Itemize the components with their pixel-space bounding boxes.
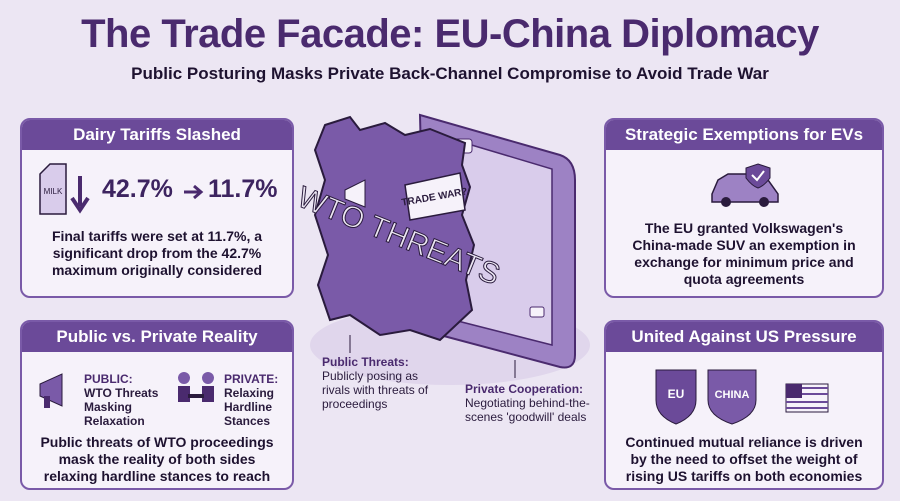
milk-icon: MILK: [39, 163, 90, 215]
head: [178, 372, 190, 384]
shield: [707, 369, 757, 425]
panel: Dairy Tariffs Slashed MILK 42.7% 11.7% F…: [20, 118, 294, 298]
panel-body: Continued mutual reliance is driven by t…: [625, 434, 863, 484]
from-value: 42.7%: [102, 175, 173, 203]
table: [188, 394, 204, 398]
handle: [44, 396, 50, 408]
wheel: [721, 197, 731, 207]
panel-body: The EU granted Volkswagen's China-made S…: [632, 220, 856, 287]
shield: [655, 369, 697, 425]
megaphone: [344, 179, 366, 208]
shields-icon: EU CHINA: [655, 369, 829, 425]
car-icon: [711, 163, 779, 207]
arrow-shape: [184, 184, 204, 200]
arrow: [184, 184, 204, 200]
wheel: [759, 197, 769, 207]
milk-label: MILK: [44, 187, 63, 196]
flag-canton: [786, 384, 802, 398]
subtitle: Public Posturing Masks Private Back-Chan…: [131, 64, 769, 83]
head: [202, 372, 214, 384]
panel-title: Dairy Tariffs Slashed: [22, 120, 292, 150]
carton: [39, 163, 67, 215]
panel: Public vs. Private Reality PUBLIC: WTO T…: [20, 320, 294, 490]
private-label: PRIVATE:: [224, 372, 279, 386]
panel-body: Public threats of WTO proceedings mask t…: [40, 434, 274, 488]
wall: [313, 115, 476, 342]
megaphone-icon: [39, 373, 63, 408]
shield-label: CHINA: [715, 389, 750, 401]
down-arrow: [70, 176, 90, 214]
panel-title: United Against US Pressure: [606, 322, 882, 352]
body: [202, 386, 214, 402]
panel-title: Public vs. Private Reality: [22, 322, 292, 352]
public-text: WTO Threats Masking Relaxation: [84, 386, 159, 428]
flag-stripes: [786, 387, 828, 409]
body: [178, 386, 190, 402]
public-caption: Public Threats: Publicly posing as rival…: [322, 355, 447, 411]
title: The Trade Facade: EU-China Diplomacy: [81, 12, 819, 56]
people-icon: [178, 372, 214, 402]
public-block: PUBLIC: WTO Threats Masking Relaxation: [84, 372, 169, 428]
caption-text: Negotiating behind-the-scenes 'goodwill'…: [465, 396, 590, 424]
screen-icon: [529, 306, 545, 318]
caption-label: Public Threats:: [322, 355, 409, 369]
panel: Strategic Exemptions for EVs The EU gran…: [604, 118, 884, 298]
speech-bubble: [404, 172, 466, 221]
panel: United Against US Pressure EU CHINA Cont…: [604, 320, 884, 490]
caption-label: Private Cooperation:: [465, 382, 584, 396]
private-caption: Private Cooperation: Negotiating behind-…: [465, 382, 590, 424]
megaphone: [39, 373, 63, 407]
shield: [745, 163, 771, 189]
center-illustration: WTO THREATS TRADE WAR?: [292, 113, 590, 385]
check: [751, 170, 765, 182]
panel-title: Strategic Exemptions for EVs: [606, 120, 882, 150]
private-text: Relaxing Hardline Stances: [224, 386, 275, 428]
shield-label: EU: [668, 387, 685, 401]
caption-text: Publicly posing as rivals with threats o…: [322, 369, 429, 411]
to-value: 11.7%: [208, 175, 278, 203]
public-label: PUBLIC:: [84, 372, 133, 386]
private-block: PRIVATE: Relaxing Hardline Stances: [224, 372, 290, 428]
panel-body: Final tariffs were set at 11.7%, a signi…: [51, 228, 263, 278]
